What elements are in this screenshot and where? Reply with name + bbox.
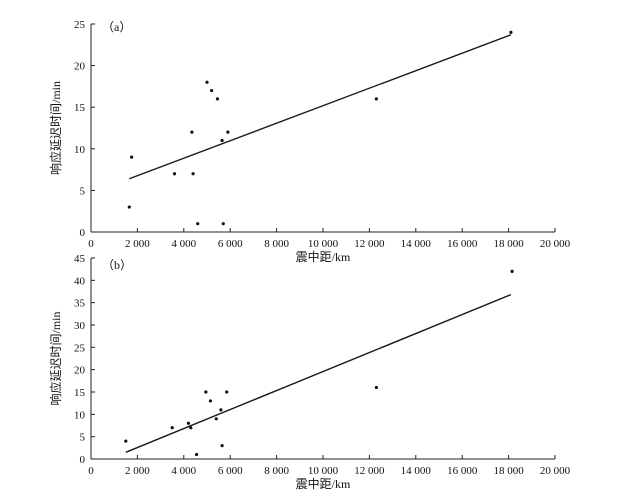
panel-b-data-point [124,439,128,443]
panel-b-y-tick-label: 30 [74,320,86,332]
panel-a-y-tick-label: 10 [74,144,86,156]
panel-a-data-point [172,172,177,176]
panel-a-chart: 0 2 000 4 000 6 000 8 000 10 000 12 000 14 000 1… [48,19,571,264]
panel-a-data-point [220,138,224,143]
panel-a-x-axis-title: 震中距/km [296,249,351,264]
panel-a-x-tick-label: 10 000 [308,238,339,250]
panel-b-x-tick-label: 2 000 [125,465,150,477]
panel-b-y-tick-label: 0 [80,454,86,466]
panel-b-y-tick-label: 45 [74,253,86,265]
panel-b-x-tick-label: 12 000 [354,465,385,477]
panel-a-x-tick-label: 2 000 [125,238,150,250]
panel-a-x-tick-label: 4 000 [171,238,196,250]
panel-b-y-tick-label: 40 [74,275,86,287]
panel-a-data-point [127,205,131,209]
panel-a-data-point [210,88,214,93]
panel-b-x-tick-label: 0 [88,465,94,477]
panel-a-y-axis-title: 响应延迟时间/min [48,81,63,175]
panel-a-x-tick-label: 14 000 [401,238,432,250]
panel-a-x-tick-label: 16 000 [447,238,478,250]
panel-a-data-point [130,155,134,159]
panel-a-trend-line [129,34,512,180]
panel-a-y-tick-label: 5 [80,185,86,197]
panel-b-label: （b） [102,258,132,272]
panel-b-data-point [204,390,208,394]
panel-a-x-tick-label: 0 [88,238,94,250]
panel-b-y-tick-label: 10 [74,409,86,421]
panel-b-x-tick-label: 10 000 [308,465,339,477]
panel-b-chart: 0 2 000 4 000 6 000 8 000 10 000 12 000 14 000 1… [48,253,571,491]
panel-a-y-tick-label: 25 [74,19,86,31]
panel-a-y-tick-label: 20 [74,61,86,73]
panel-a-label: （a） [102,20,131,34]
panel-b-data-point [220,444,224,448]
panel-a-x-tick-label: 8 000 [264,238,289,250]
panel-a-data-point [205,80,209,84]
panel-b-y-tick-label: 25 [74,342,86,354]
panel-b-x-tick-label: 18 000 [493,465,524,477]
panel-b-data-point [189,426,193,430]
panel-a-data-point [190,130,194,134]
panel-a-x-tick-label: 12 000 [354,238,385,250]
panel-b-x-tick-label: 16 000 [447,465,478,477]
panel-b-y-tick-label: 15 [74,387,86,399]
panel-a-data-point [221,222,225,226]
panel-b-data-point [186,421,191,425]
panel-a-data-point [196,222,200,226]
panel-b-x-tick-label: 20 000 [540,465,571,477]
panel-a-y-tick-label: 0 [80,227,86,239]
panel-a-data-point [374,97,378,101]
panel-a-data-point [191,172,195,176]
panel-b-data-point [225,390,229,394]
panel-b-y-axis-title: 响应延迟时间/min [48,311,63,405]
panel-b-x-tick-label: 8 000 [264,465,289,477]
panel-b-data-point [219,408,223,412]
panel-b-trend-line [125,293,512,453]
panel-b-data-point [170,426,174,430]
panel-b-y-tick-label: 5 [80,432,86,444]
panel-a-x-tick-label: 20 000 [540,238,571,250]
panel-b-data-point [374,385,378,390]
panel-a-data-point [509,30,513,34]
panel-b-data-point [194,452,199,457]
panel-a-data-point [215,97,220,101]
panel-b-x-tick-label: 14 000 [401,465,432,477]
panel-b-data-point [208,399,213,403]
panel-b-y-tick-label: 35 [74,298,86,310]
panel-b-data-point [214,417,218,421]
panel-b-x-tick-label: 4 000 [171,465,196,477]
panel-b-x-tick-label: 6 000 [218,465,243,477]
panel-a-x-tick-label: 18 000 [493,238,524,250]
panel-b-data-point [510,269,514,273]
panel-a-data-point [226,130,230,134]
panel-a-x-tick-label: 6 000 [218,238,243,250]
panel-a-y-tick-label: 15 [74,102,86,114]
panel-b-y-tick-label: 20 [74,365,86,377]
panel-b-x-axis-title: 震中距/km [296,476,351,491]
